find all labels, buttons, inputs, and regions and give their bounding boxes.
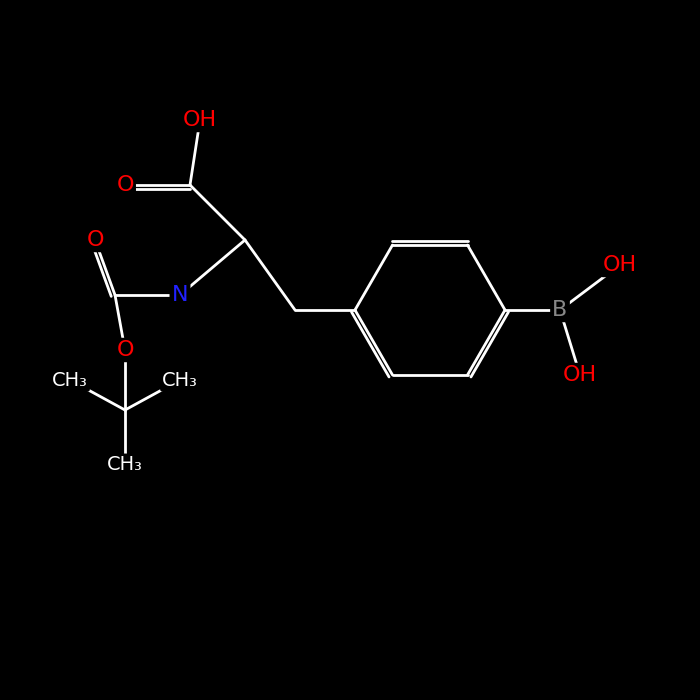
Text: O: O <box>116 340 134 360</box>
Text: CH₃: CH₃ <box>107 456 143 475</box>
Text: B: B <box>552 300 568 320</box>
Text: OH: OH <box>563 365 597 385</box>
Text: OH: OH <box>603 255 637 275</box>
Text: O: O <box>116 175 134 195</box>
Text: O: O <box>86 230 104 250</box>
Text: N: N <box>172 285 188 305</box>
Text: CH₃: CH₃ <box>52 370 88 389</box>
Text: OH: OH <box>183 110 217 130</box>
Text: CH₃: CH₃ <box>162 370 198 389</box>
